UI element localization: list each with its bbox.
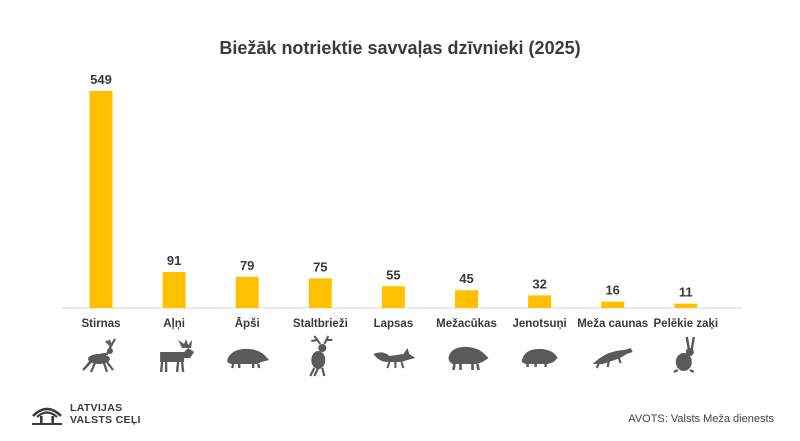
logo-mark-icon (32, 407, 62, 425)
category-label-1: Aļņi (163, 318, 185, 330)
marten-icon (592, 348, 633, 369)
source-note: AVOTS: Valsts Meža dienests (628, 413, 774, 425)
badger-icon (227, 348, 270, 369)
value-label-5: 45 (459, 271, 473, 286)
category-label-4: Lapsas (374, 318, 414, 330)
value-label-1: 91 (167, 253, 181, 268)
bar-8 (674, 303, 698, 308)
chart-title: Biežāk notriektie savvaļas dzīvnieki (20… (219, 38, 581, 58)
bar-5 (455, 290, 478, 308)
value-label-7: 16 (605, 283, 619, 298)
bar-chart: 549 Stirnas 91 Aļņi 79 Āpši 75 Staltbrieži 55 Lap… (62, 72, 742, 377)
bar-0 (89, 91, 113, 308)
logo-line-1: LATVIJAS (70, 402, 123, 414)
bar-3 (308, 278, 332, 308)
raccoon-dog-icon (521, 348, 558, 367)
category-label-2: Āpši (235, 318, 260, 330)
category-label-6: Jenotsuņi (512, 318, 566, 330)
bar-4 (381, 286, 405, 308)
deer-icon (82, 338, 116, 373)
bar-1 (162, 272, 186, 308)
value-label-8: 11 (679, 285, 693, 300)
moose-icon (159, 339, 195, 373)
red-deer-icon (309, 335, 333, 377)
wild-boar-icon (448, 346, 489, 371)
value-label-6: 32 (532, 276, 546, 291)
value-label-4: 55 (386, 267, 400, 282)
bar-7 (601, 301, 625, 308)
bar-2 (235, 276, 259, 308)
value-label-0: 549 (90, 72, 112, 87)
hare-icon (673, 336, 695, 373)
category-label-0: Stirnas (82, 318, 121, 330)
fox-icon (373, 348, 416, 369)
category-label-8: Pelēkie zaķi (654, 318, 719, 330)
category-label-3: Staltbrieži (293, 318, 348, 330)
category-label-7: Meža caunas (577, 318, 648, 330)
logo: LATVIJAS VALSTS CEĻI (30, 401, 141, 427)
value-label-3: 75 (313, 259, 327, 274)
bar-6 (528, 295, 552, 308)
logo-line-2: VALSTS CEĻI (70, 414, 141, 426)
value-label-2: 79 (240, 258, 254, 273)
category-label-5: Mežacūkas (436, 318, 497, 330)
